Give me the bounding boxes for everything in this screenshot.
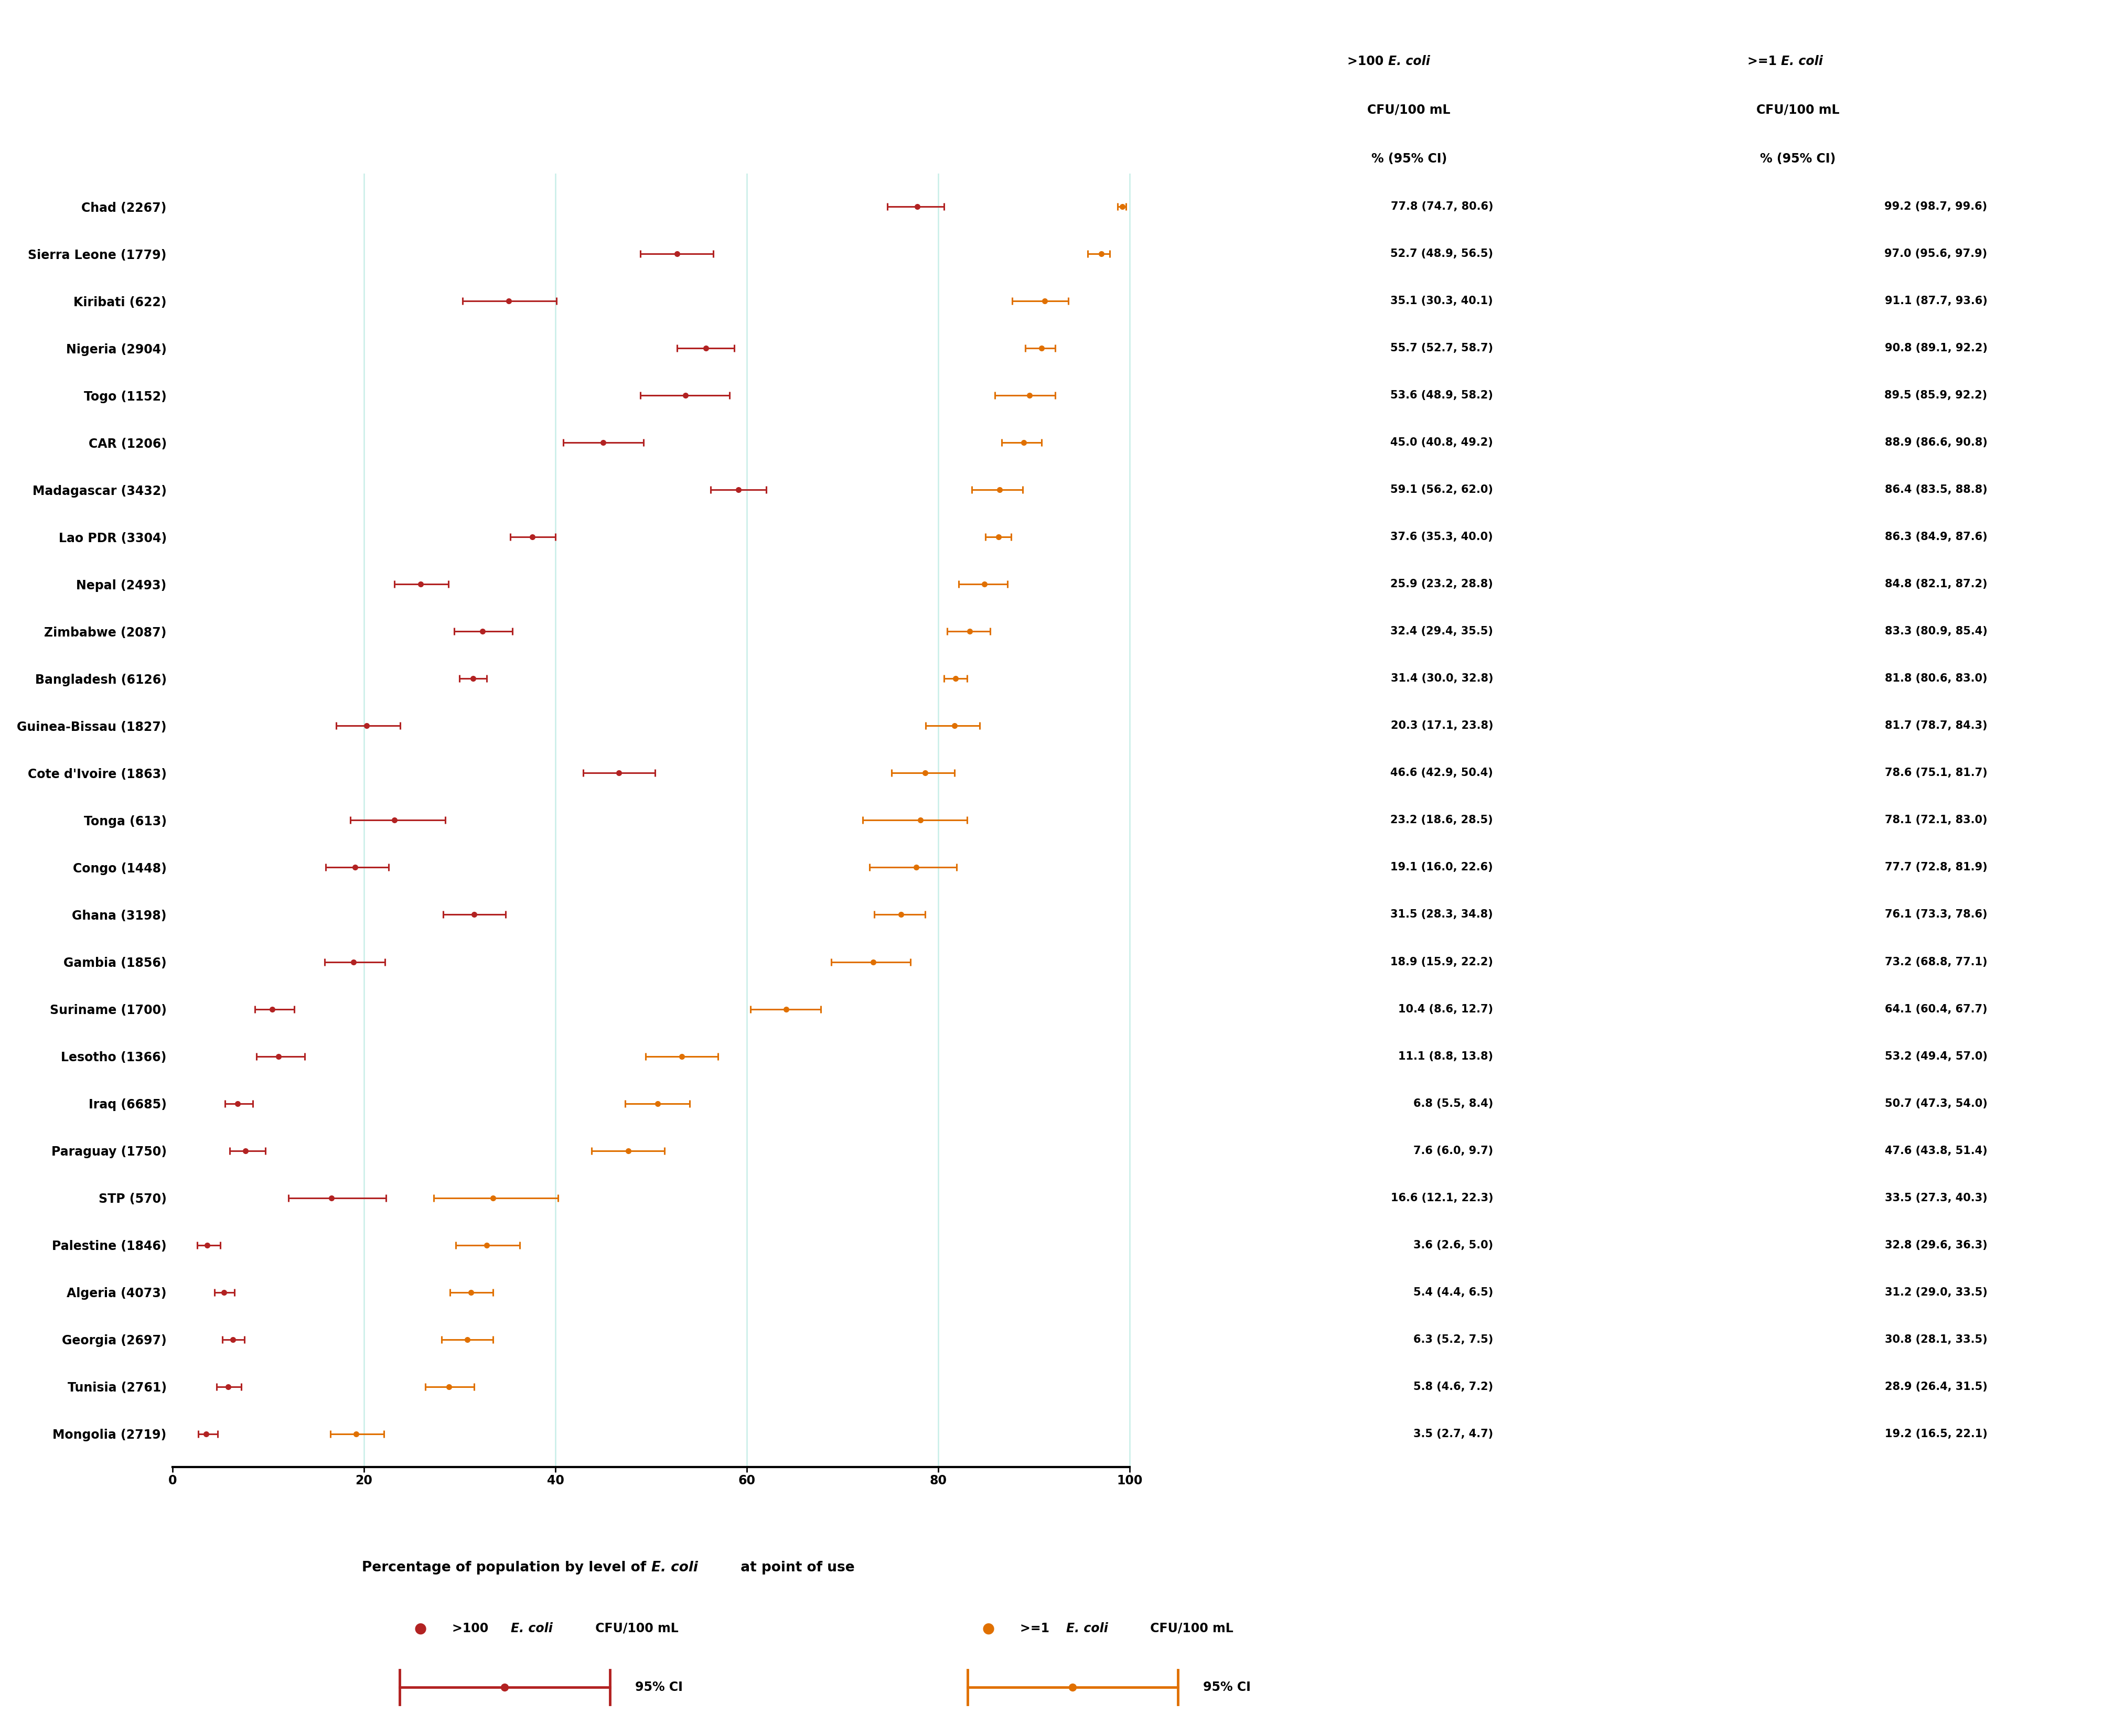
Text: 86.3 (84.9, 87.6): 86.3 (84.9, 87.6) [1884, 531, 1987, 542]
Text: 19.2 (16.5, 22.1): 19.2 (16.5, 22.1) [1884, 1429, 1987, 1439]
Text: 6.3 (5.2, 7.5): 6.3 (5.2, 7.5) [1413, 1335, 1493, 1345]
Text: 97.0 (95.6, 97.9): 97.0 (95.6, 97.9) [1884, 248, 1987, 259]
Text: CFU/100 mL: CFU/100 mL [1367, 104, 1451, 116]
Text: Percentage of population by level of: Percentage of population by level of [362, 1561, 652, 1575]
Text: 20.3 (17.1, 23.8): 20.3 (17.1, 23.8) [1390, 720, 1493, 731]
Text: 53.6 (48.9, 58.2): 53.6 (48.9, 58.2) [1390, 391, 1493, 401]
Text: E. coli: E. coli [1388, 56, 1430, 68]
Text: 55.7 (52.7, 58.7): 55.7 (52.7, 58.7) [1390, 344, 1493, 354]
Text: 3.5 (2.7, 4.7): 3.5 (2.7, 4.7) [1413, 1429, 1493, 1439]
Text: 81.8 (80.6, 83.0): 81.8 (80.6, 83.0) [1884, 674, 1987, 684]
Text: 31.4 (30.0, 32.8): 31.4 (30.0, 32.8) [1390, 674, 1493, 684]
Text: >100: >100 [1348, 56, 1388, 68]
Text: 47.6 (43.8, 51.4): 47.6 (43.8, 51.4) [1884, 1146, 1987, 1156]
Text: 50.7 (47.3, 54.0): 50.7 (47.3, 54.0) [1884, 1099, 1987, 1109]
Text: 32.8 (29.6, 36.3): 32.8 (29.6, 36.3) [1884, 1240, 1987, 1250]
Text: >=1: >=1 [1020, 1621, 1054, 1635]
Text: % (95% CI): % (95% CI) [1760, 153, 1836, 165]
Text: 30.8 (28.1, 33.5): 30.8 (28.1, 33.5) [1884, 1335, 1987, 1345]
Text: 86.4 (83.5, 88.8): 86.4 (83.5, 88.8) [1884, 484, 1987, 495]
Text: 16.6 (12.1, 22.3): 16.6 (12.1, 22.3) [1390, 1193, 1493, 1203]
Text: 88.9 (86.6, 90.8): 88.9 (86.6, 90.8) [1884, 437, 1987, 448]
Text: >=1: >=1 [1748, 56, 1781, 68]
Text: 78.1 (72.1, 83.0): 78.1 (72.1, 83.0) [1884, 814, 1987, 826]
Text: 73.2 (68.8, 77.1): 73.2 (68.8, 77.1) [1884, 957, 1987, 967]
Text: 6.8 (5.5, 8.4): 6.8 (5.5, 8.4) [1413, 1099, 1493, 1109]
Text: 23.2 (18.6, 28.5): 23.2 (18.6, 28.5) [1390, 814, 1493, 826]
Text: ●: ● [414, 1621, 427, 1635]
Text: 89.5 (85.9, 92.2): 89.5 (85.9, 92.2) [1884, 391, 1987, 401]
Text: 77.8 (74.7, 80.6): 77.8 (74.7, 80.6) [1390, 201, 1493, 212]
Text: 31.2 (29.0, 33.5): 31.2 (29.0, 33.5) [1884, 1286, 1987, 1297]
Text: CFU/100 mL: CFU/100 mL [1756, 104, 1840, 116]
Text: 11.1 (8.8, 13.8): 11.1 (8.8, 13.8) [1398, 1050, 1493, 1061]
Text: 5.8 (4.6, 7.2): 5.8 (4.6, 7.2) [1413, 1382, 1493, 1392]
Text: 83.3 (80.9, 85.4): 83.3 (80.9, 85.4) [1884, 627, 1987, 637]
Text: E. coli: E. coli [1781, 56, 1823, 68]
Text: 53.2 (49.4, 57.0): 53.2 (49.4, 57.0) [1884, 1050, 1987, 1061]
Text: 37.6 (35.3, 40.0): 37.6 (35.3, 40.0) [1390, 531, 1493, 542]
Text: 81.7 (78.7, 84.3): 81.7 (78.7, 84.3) [1884, 720, 1987, 731]
Text: >100: >100 [452, 1621, 492, 1635]
Text: 52.7 (48.9, 56.5): 52.7 (48.9, 56.5) [1390, 248, 1493, 259]
Text: 45.0 (40.8, 49.2): 45.0 (40.8, 49.2) [1390, 437, 1493, 448]
Text: ●: ● [982, 1621, 995, 1635]
Text: 28.9 (26.4, 31.5): 28.9 (26.4, 31.5) [1884, 1382, 1987, 1392]
Text: CFU/100 mL: CFU/100 mL [1146, 1621, 1234, 1635]
Text: E. coli: E. coli [511, 1621, 553, 1635]
Text: 18.9 (15.9, 22.2): 18.9 (15.9, 22.2) [1390, 957, 1493, 967]
Text: 25.9 (23.2, 28.8): 25.9 (23.2, 28.8) [1390, 580, 1493, 590]
Text: 7.6 (6.0, 9.7): 7.6 (6.0, 9.7) [1413, 1146, 1493, 1156]
Text: 95% CI: 95% CI [635, 1680, 683, 1694]
Text: 84.8 (82.1, 87.2): 84.8 (82.1, 87.2) [1884, 580, 1987, 590]
Text: % (95% CI): % (95% CI) [1371, 153, 1447, 165]
Text: E. coli: E. coli [652, 1561, 698, 1575]
Text: 99.2 (98.7, 99.6): 99.2 (98.7, 99.6) [1884, 201, 1987, 212]
Text: 5.4 (4.4, 6.5): 5.4 (4.4, 6.5) [1413, 1286, 1493, 1297]
Text: 90.8 (89.1, 92.2): 90.8 (89.1, 92.2) [1884, 344, 1987, 354]
Text: 59.1 (56.2, 62.0): 59.1 (56.2, 62.0) [1390, 484, 1493, 495]
Text: 77.7 (72.8, 81.9): 77.7 (72.8, 81.9) [1884, 863, 1987, 873]
Text: 64.1 (60.4, 67.7): 64.1 (60.4, 67.7) [1884, 1003, 1987, 1014]
Text: 78.6 (75.1, 81.7): 78.6 (75.1, 81.7) [1884, 767, 1987, 778]
Text: 76.1 (73.3, 78.6): 76.1 (73.3, 78.6) [1884, 910, 1987, 920]
Text: 95% CI: 95% CI [1203, 1680, 1251, 1694]
Text: 35.1 (30.3, 40.1): 35.1 (30.3, 40.1) [1390, 295, 1493, 306]
Text: at point of use: at point of use [732, 1561, 854, 1575]
Text: 10.4 (8.6, 12.7): 10.4 (8.6, 12.7) [1398, 1003, 1493, 1014]
Text: 91.1 (87.7, 93.6): 91.1 (87.7, 93.6) [1884, 295, 1987, 306]
Text: 19.1 (16.0, 22.6): 19.1 (16.0, 22.6) [1390, 863, 1493, 873]
Text: E. coli: E. coli [1066, 1621, 1108, 1635]
Text: CFU/100 mL: CFU/100 mL [591, 1621, 679, 1635]
Text: 46.6 (42.9, 50.4): 46.6 (42.9, 50.4) [1390, 767, 1493, 778]
Text: 32.4 (29.4, 35.5): 32.4 (29.4, 35.5) [1390, 627, 1493, 637]
Text: 3.6 (2.6, 5.0): 3.6 (2.6, 5.0) [1413, 1240, 1493, 1250]
Text: 31.5 (28.3, 34.8): 31.5 (28.3, 34.8) [1390, 910, 1493, 920]
Text: 33.5 (27.3, 40.3): 33.5 (27.3, 40.3) [1884, 1193, 1987, 1203]
